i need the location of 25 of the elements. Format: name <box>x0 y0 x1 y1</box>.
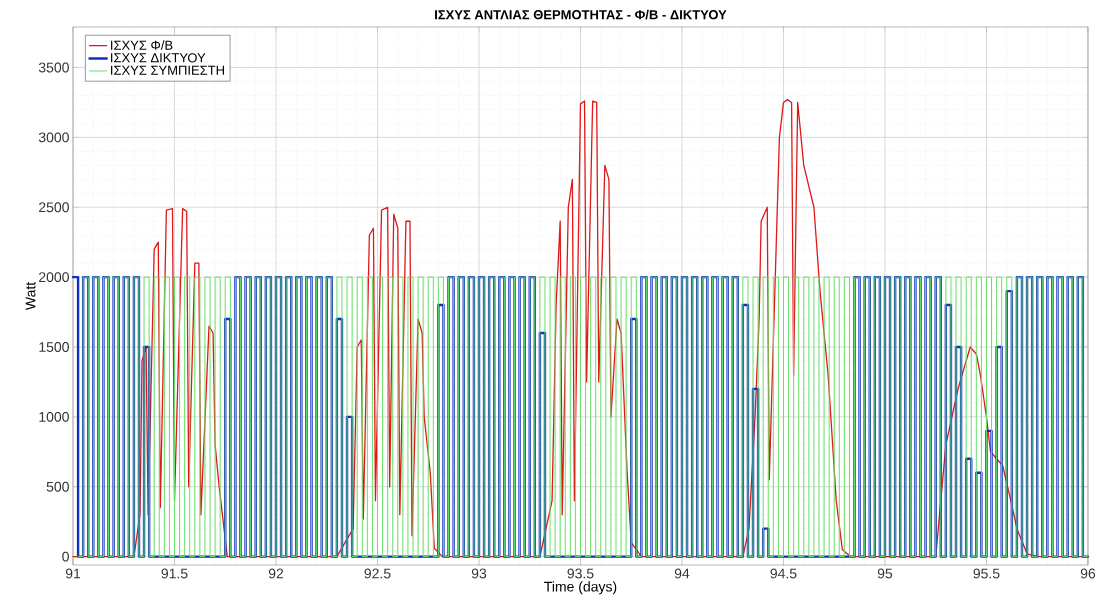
legend-label: ΙΣΧΥΣ ΔΙΚΤΥΟΥ <box>111 53 206 63</box>
y-tick-label: 3500 <box>38 62 69 73</box>
y-tick-label: 500 <box>46 481 69 492</box>
x-tick-label: 95.5 <box>973 568 1000 579</box>
y-tick-label: 1500 <box>39 342 69 352</box>
y-tick-label: 0 <box>62 551 69 562</box>
x-tick-label: 96 <box>1080 568 1096 579</box>
x-axis-title: Time (days) <box>544 581 617 595</box>
x-tick-label: 93 <box>471 568 487 579</box>
x-tick-label: 91.5 <box>161 568 188 579</box>
x-tick-label: 94 <box>674 568 690 579</box>
x-tick-label: 92.5 <box>364 568 391 579</box>
y-axis-title: Watt <box>25 281 36 311</box>
x-tick-label: 91 <box>65 568 81 579</box>
legend-label: ΙΣΧΥΣ Φ/Β <box>111 40 173 50</box>
y-tick-label: 1000 <box>39 411 69 422</box>
legend-label: ΙΣΧΥΣ ΣΥΜΠΙΕΣΤΗ <box>111 65 224 75</box>
x-tick-label: 95 <box>877 568 893 579</box>
x-tick-label: 93.5 <box>567 568 594 579</box>
y-tick-label: 2500 <box>39 202 69 213</box>
y-tick-label: 2000 <box>39 272 69 283</box>
chart-title: ΙΣΧΥΣ ΑΝΤΛΙΑΣ ΘΕΡΜΟΤΗΤΑΣ - Φ/Β - ΔΙΚΤΥΟΥ <box>435 9 727 20</box>
x-tick-label: 92 <box>268 568 284 579</box>
x-tick-label: 94.5 <box>770 568 797 579</box>
y-tick-label: 3000 <box>38 132 69 143</box>
